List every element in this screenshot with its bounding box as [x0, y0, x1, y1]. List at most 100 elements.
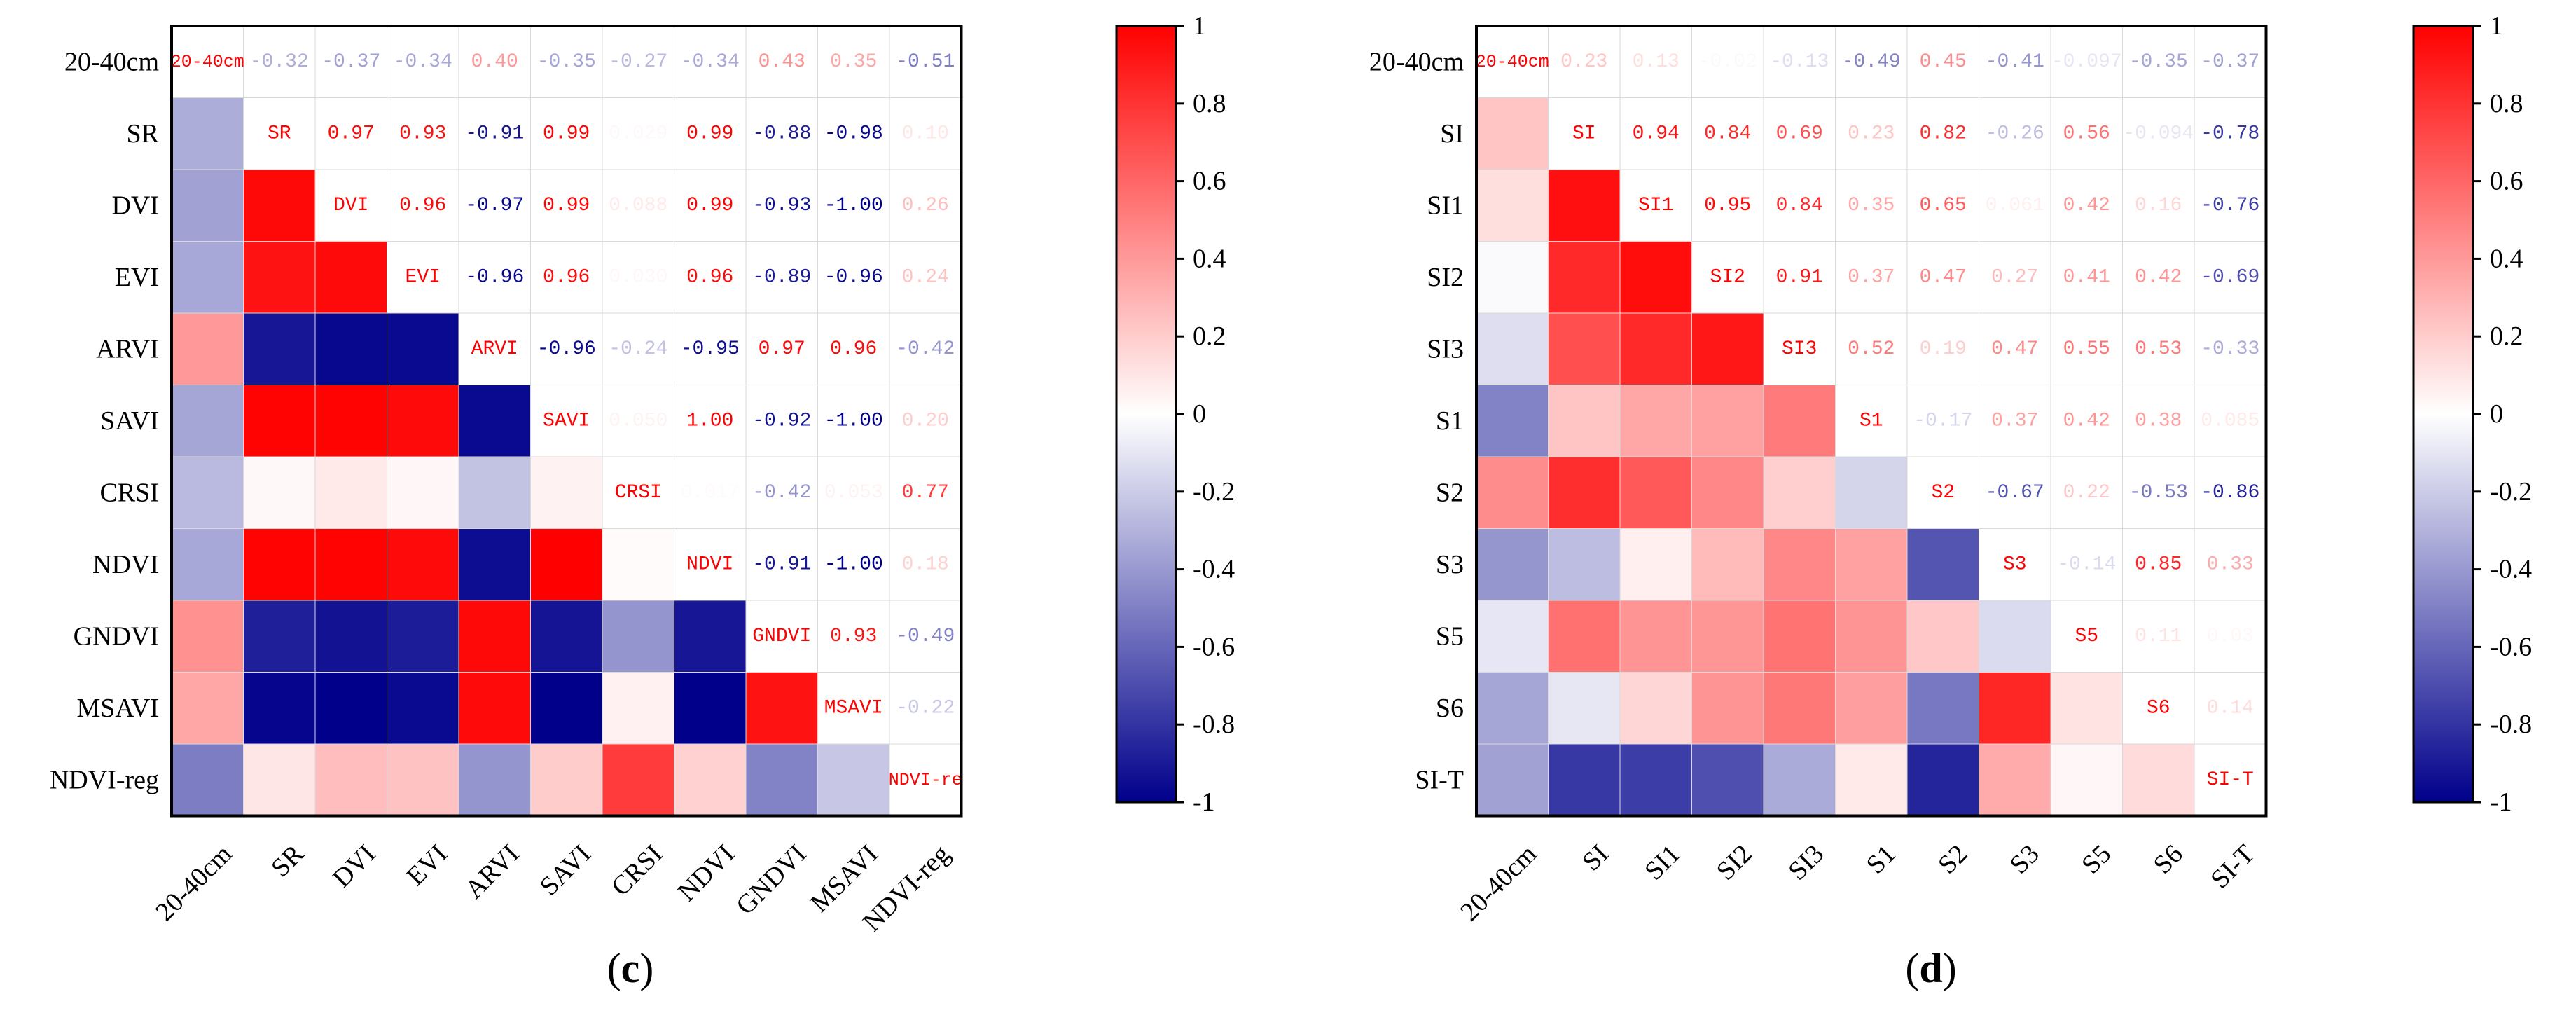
heatmap-cell-lower: [243, 385, 316, 457]
heatmap-cell-upper: [530, 169, 603, 242]
heatmap-cell-lower: [171, 456, 244, 529]
panel-label: (d): [1905, 945, 1956, 991]
panel-label-letter: c: [621, 945, 640, 991]
correlation-value-label: -0.88: [752, 123, 811, 144]
heatmap-cell-upper: [745, 241, 818, 314]
heatmap-cell-lower: [674, 743, 747, 816]
heatmap-cell-lower: [1476, 385, 1549, 457]
heatmap-cell-lower: [314, 241, 387, 314]
correlation-value-label: 0.030: [609, 266, 667, 288]
heatmap-cell-lower: [530, 743, 603, 816]
y-axis-tick-label: S2: [1436, 478, 1464, 507]
heatmap-cell-lower: [1619, 672, 1692, 745]
colorbar-tick-label: -1: [2490, 787, 2512, 817]
x-axis-tick-label: NDVI: [672, 839, 740, 907]
heatmap-frame: [1475, 25, 2268, 818]
heatmap-cell-upper: [1979, 169, 2051, 242]
heatmap-cell-upper: [817, 528, 890, 601]
heatmap-cell-lower: [387, 456, 459, 529]
heatmap-cell-lower: [314, 672, 387, 745]
diagonal-label: CRSI: [615, 482, 662, 504]
y-axis-tick-label: GNDVI: [74, 621, 159, 651]
colorbar: [1115, 25, 1177, 804]
heatmap-cell-diagonal: [889, 743, 962, 816]
correlation-value-label: -0.34: [681, 51, 740, 73]
heatmap-cell-lower: [1763, 600, 1836, 673]
heatmap-cell-lower: [458, 385, 531, 457]
correlation-value-label: 0.085: [2201, 410, 2259, 432]
correlation-value-label: 0.53: [2135, 338, 2182, 360]
diagonal-label: MSAVI: [824, 697, 883, 719]
heatmap-cell-lower: [1476, 456, 1549, 529]
heatmap-cell-upper: [817, 456, 890, 529]
heatmap-cell-lower: [314, 385, 387, 457]
heatmap-cell-upper: [1763, 97, 1836, 170]
correlation-value-label: 0.35: [830, 51, 877, 73]
heatmap-cell-lower: [1691, 528, 1764, 601]
correlation-value-label: -0.76: [2201, 195, 2259, 216]
heatmap-cell-lower: [1906, 600, 1979, 673]
heatmap-cell-lower: [1763, 672, 1836, 745]
x-axis-tick-label: SI3: [1782, 839, 1829, 886]
heatmap-cell-upper: [674, 97, 747, 170]
correlation-value-label: 0.82: [1920, 123, 1967, 144]
heatmap-cell-upper: [530, 25, 603, 98]
heatmap-cell-lower: [602, 528, 674, 601]
heatmap-cell-upper: [243, 25, 316, 98]
y-axis-tick-label: EVI: [115, 263, 159, 292]
heatmap-cell-upper: [2050, 528, 2123, 601]
correlation-value-label: 0.52: [1848, 338, 1895, 360]
heatmap-cell-lower: [530, 672, 603, 745]
heatmap-cell-lower: [1548, 169, 1621, 242]
heatmap-cell-lower: [1476, 743, 1549, 816]
heatmap-cell-lower: [1835, 672, 1908, 745]
heatmap-panel-c: 20-40cm -0.32 -0.37 -0.34 0.40 -0.35 -0.27 -0.3…: [50, 11, 1235, 991]
correlation-value-label: -0.094: [2123, 123, 2194, 144]
heatmap-frame: [170, 25, 963, 818]
heatmap-cell-lower: [243, 672, 316, 745]
heatmap-cell-upper: [817, 241, 890, 314]
correlation-value-label: -0.96: [465, 266, 524, 288]
correlation-value-label: -0.69: [2201, 266, 2259, 288]
correlation-value-label: 0.56: [2063, 123, 2110, 144]
x-axis-tick-label: CRSI: [606, 839, 668, 902]
correlation-value-label: 0.55: [2063, 338, 2110, 360]
x-axis-tick-label: SI2: [1711, 839, 1758, 886]
heatmap-cell-lower: [1619, 528, 1692, 601]
correlation-value-label: 0.053: [824, 482, 883, 504]
x-axis-tick-label: ARVI: [459, 839, 525, 904]
heatmap-cell-upper: [889, 385, 962, 457]
heatmap-cell-upper: [889, 456, 962, 529]
heatmap-cell-lower: [171, 169, 244, 242]
diagonal-label: 20-40cm: [1476, 52, 1549, 72]
heatmap-cell-upper: [674, 385, 747, 457]
y-axis-tick-label: SI3: [1427, 334, 1464, 364]
correlation-value-label: -0.95: [681, 338, 740, 360]
x-axis-tick-label: GNDVI: [730, 839, 812, 921]
heatmap-cell-lower: [674, 600, 747, 673]
y-axis-tick-label: 20-40cm: [64, 47, 159, 76]
heatmap-cell-lower: [1835, 456, 1908, 529]
heatmap-cell-lower: [1619, 385, 1692, 457]
heatmap-cell-upper: [2194, 312, 2266, 385]
heatmap-cell-upper: [2194, 241, 2266, 314]
heatmap-cell-diagonal: [1548, 97, 1621, 170]
diagonal-label: SAVI: [543, 410, 590, 432]
correlation-value-label: 0.37: [1991, 410, 2038, 432]
heatmap-cell-lower: [458, 743, 531, 816]
heatmap-cell-upper: [745, 312, 818, 385]
diagonal-label: S6: [2147, 697, 2170, 719]
heatmap-cell-upper: [2050, 97, 2123, 170]
heatmap-cell-lower: [171, 528, 244, 601]
correlation-value-label: 0.96: [686, 266, 733, 288]
correlation-value-label: 0.77: [902, 482, 949, 504]
colorbar-tick-label: -0.8: [2490, 710, 2532, 739]
heatmap-cell-upper: [674, 25, 747, 98]
heatmap-cell-upper: [2050, 385, 2123, 457]
colorbar-tick-label: -0.2: [1193, 477, 1235, 506]
correlation-value-label: 0.13: [1633, 51, 1680, 73]
x-axis-tick-label: SR: [265, 839, 310, 883]
heatmap-cell-upper: [745, 97, 818, 170]
colorbar-tick-label: 0: [1193, 399, 1206, 429]
heatmap-cell-upper: [2050, 169, 2123, 242]
